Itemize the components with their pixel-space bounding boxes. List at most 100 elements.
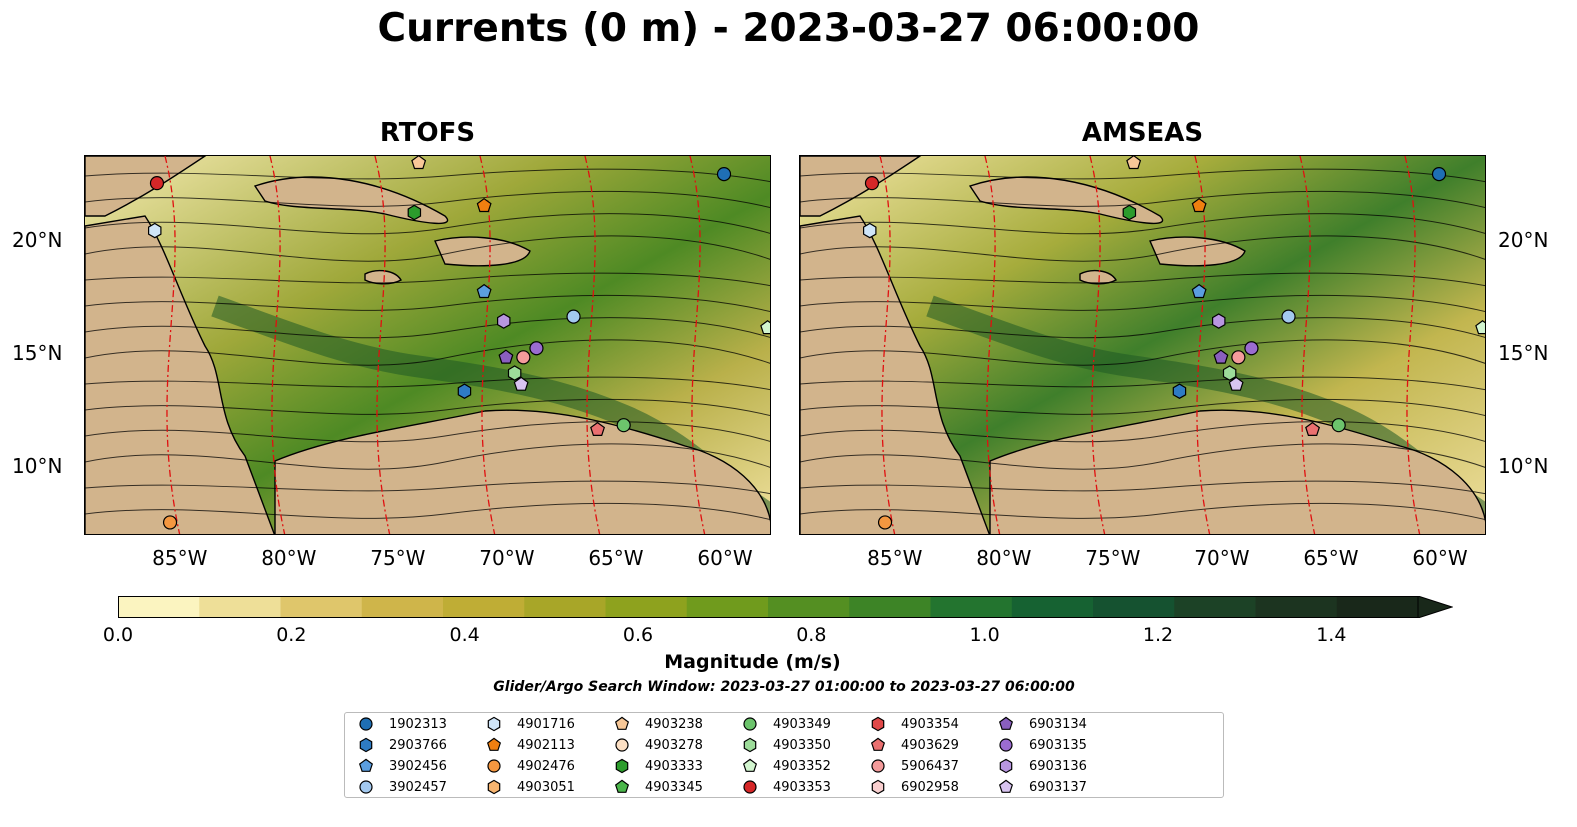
float-marker-2903766[interactable] — [457, 383, 472, 399]
legend-marker[interactable] — [743, 717, 757, 731]
legend-item: 6903135 — [995, 735, 1087, 755]
legend-marker[interactable] — [999, 738, 1013, 752]
float-marker-4903238[interactable] — [411, 156, 427, 170]
legend-marker-pentagon-icon — [614, 779, 630, 793]
float-marker-6903136[interactable] — [1212, 313, 1226, 329]
colorbar-tick-label: 0.0 — [102, 624, 134, 646]
float-marker-3902456[interactable] — [1191, 283, 1207, 299]
float-marker-4903238[interactable] — [1126, 156, 1142, 170]
legend-item: 3902457 — [355, 777, 447, 797]
legend-marker[interactable] — [359, 717, 373, 731]
lat-tick-label: 15°N — [1498, 341, 1549, 366]
map-rtofs[interactable] — [84, 155, 771, 535]
float-marker-6903135[interactable] — [1244, 341, 1259, 356]
legend-marker-circle-icon — [999, 738, 1013, 752]
float-marker-4902113[interactable] — [476, 197, 492, 213]
legend-marker[interactable] — [871, 759, 885, 773]
legend-marker-circle-icon — [743, 780, 757, 794]
float-marker-4901716[interactable] — [147, 222, 162, 239]
legend-marker[interactable] — [359, 780, 373, 794]
eez-boundary-line — [689, 156, 706, 534]
lon-tick-label: 65°W — [1303, 546, 1359, 570]
legend-marker[interactable] — [487, 779, 501, 795]
legend-label: 6903137 — [1029, 779, 1087, 795]
float-marker-5906437[interactable] — [516, 350, 531, 365]
legend-marker[interactable] — [615, 758, 629, 774]
legend-marker[interactable] — [743, 780, 757, 794]
colorbar-segment — [1336, 596, 1419, 618]
float-marker-4903352[interactable] — [760, 320, 771, 335]
colorbar-tick-label: 0.2 — [276, 624, 307, 646]
legend-marker[interactable] — [614, 779, 630, 793]
legend-marker-pentagon-icon — [998, 779, 1014, 793]
float-marker-4903350[interactable] — [507, 365, 522, 381]
legend-marker[interactable] — [871, 716, 885, 732]
float-marker-6903136[interactable] — [497, 313, 511, 329]
legend-marker[interactable] — [871, 779, 885, 795]
float-marker-2903766[interactable] — [1172, 383, 1187, 399]
float-marker-4902476[interactable] — [162, 515, 178, 530]
legend-item: 4903278 — [611, 735, 703, 755]
panel-title-amseas: AMSEAS — [1081, 118, 1204, 148]
legend-item: 5906437 — [867, 756, 959, 776]
streamline — [800, 317, 1485, 339]
legend-marker[interactable] — [742, 758, 758, 772]
float-marker-3902457[interactable] — [1281, 309, 1296, 324]
float-marker-6903134[interactable] — [498, 349, 514, 364]
legend-marker[interactable] — [487, 759, 501, 773]
legend-label: 1902313 — [389, 716, 447, 732]
legend-marker[interactable] — [615, 738, 629, 752]
float-marker-6903135[interactable] — [529, 341, 544, 356]
streamline — [85, 421, 770, 443]
float-marker-4903352[interactable] — [1475, 320, 1486, 335]
float-marker-4903629[interactable] — [590, 421, 606, 436]
legend-marker[interactable] — [998, 716, 1014, 730]
float-marker-4903333[interactable] — [407, 204, 422, 221]
legend-marker-circle-icon — [359, 780, 373, 794]
float-marker-3902456[interactable] — [476, 283, 492, 299]
legend-marker-pentagon-icon — [870, 737, 886, 751]
legend-label: 5906437 — [901, 758, 959, 774]
legend-marker[interactable] — [870, 737, 886, 751]
float-marker-4902476[interactable] — [877, 515, 893, 530]
legend-marker-pentagon-icon — [742, 758, 758, 772]
legend-marker[interactable] — [999, 758, 1013, 774]
float-marker-1902313[interactable] — [1431, 166, 1447, 182]
float-marker-1902313[interactable] — [716, 166, 732, 182]
float-marker-4903353[interactable] — [864, 176, 880, 191]
float-marker-4903333[interactable] — [1122, 204, 1137, 221]
float-marker-4903349[interactable] — [1331, 418, 1346, 433]
float-marker-4903350[interactable] — [1222, 365, 1237, 381]
legend-marker[interactable] — [998, 779, 1014, 793]
streamline — [85, 235, 770, 262]
legend-marker[interactable] — [358, 758, 374, 772]
legend-item: 4903629 — [867, 735, 959, 755]
legend-item: 4903051 — [483, 777, 575, 797]
float-marker-6903137[interactable] — [1228, 376, 1244, 391]
float-marker-6903137[interactable] — [513, 376, 529, 391]
legend-marker[interactable] — [486, 737, 502, 751]
colorbar-segment — [361, 596, 444, 618]
float-marker-4903629[interactable] — [1305, 421, 1321, 436]
rtofs-map-svg — [85, 156, 771, 534]
float-marker-3902457[interactable] — [566, 309, 581, 324]
colorbar-segment — [930, 596, 1013, 618]
float-marker-4902113[interactable] — [1191, 197, 1207, 213]
float-marker-4903349[interactable] — [616, 418, 631, 433]
legend-item: 4903354 — [867, 714, 959, 734]
float-marker-4903353[interactable] — [149, 176, 165, 191]
eez-boundary-line — [164, 156, 181, 534]
colorbar-tick-label: 0.4 — [449, 624, 480, 646]
float-marker-4901716[interactable] — [862, 222, 877, 239]
legend-label: 4903352 — [773, 758, 831, 774]
legend-marker[interactable] — [359, 737, 373, 753]
map-amseas[interactable] — [799, 155, 1486, 535]
lat-tick-label: 10°N — [1498, 454, 1549, 479]
legend-marker-hexagon-icon — [487, 779, 501, 795]
legend-marker[interactable] — [743, 737, 757, 753]
colorbar-segment — [199, 596, 281, 618]
legend-marker[interactable] — [614, 716, 630, 730]
legend-marker[interactable] — [487, 716, 501, 732]
float-marker-5906437[interactable] — [1231, 350, 1246, 365]
float-marker-6903134[interactable] — [1213, 349, 1229, 364]
